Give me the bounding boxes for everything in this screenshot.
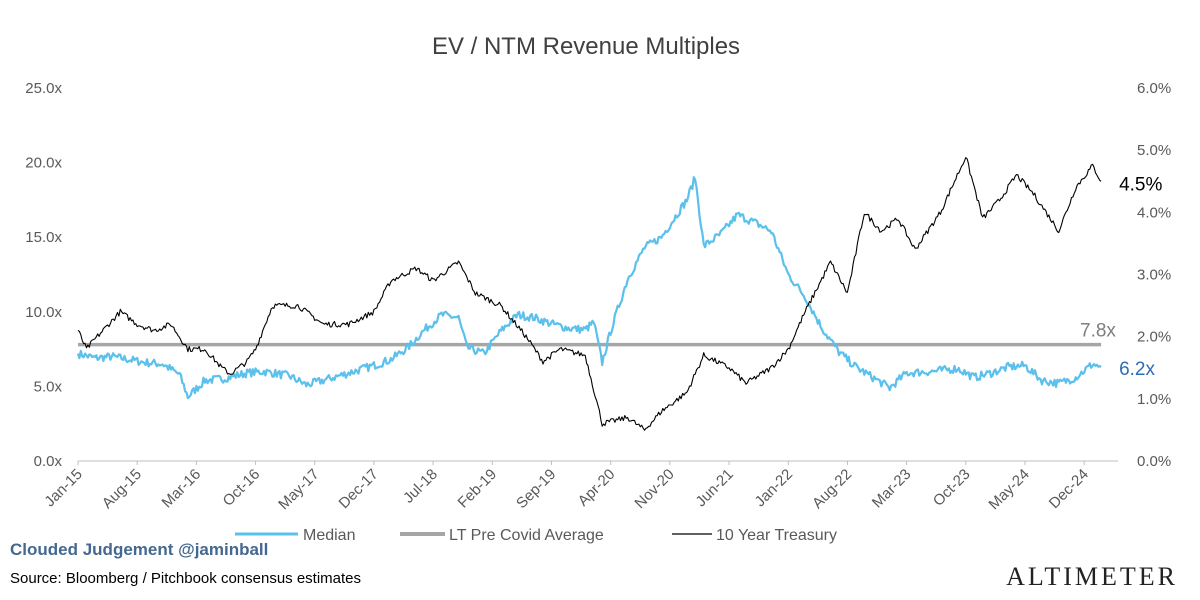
y-right-tick-label: 0.0% [1137, 453, 1171, 470]
chart-title: EV / NTM Revenue Multiples [432, 33, 740, 60]
x-tick-label: Mar-16 [159, 466, 205, 512]
x-tick-label: Jun-21 [692, 466, 736, 510]
x-tick-label: Feb-19 [455, 466, 501, 512]
median-line [76, 176, 1102, 400]
legend-label: Median [303, 527, 355, 544]
x-tick-label: Oct-16 [220, 466, 264, 510]
y-right-tick-label: 1.0% [1137, 391, 1171, 408]
series-layer: 6.2x7.8x 4.5% [76, 157, 1163, 431]
x-tick-label: Aug-15 [99, 466, 145, 512]
footer-brand: Clouded Judgement @jaminball [10, 540, 269, 559]
footer-source: Source: Bloomberg / Pitchbook consensus … [10, 570, 362, 587]
y-right-tick-label: 2.0% [1137, 329, 1171, 346]
y-left-tick-label: 15.0x [25, 229, 62, 246]
x-tick-label: Jul-18 [400, 466, 441, 507]
y-left-tick-label: 25.0x [25, 80, 62, 97]
altimeter-logo: ALTIMETER [1006, 562, 1178, 591]
median-end-label: 6.2x [1119, 359, 1155, 380]
y-left-tick-label: 20.0x [25, 155, 62, 172]
x-tick-label: Nov-20 [631, 466, 677, 512]
y-left-tick-label: 10.0x [25, 304, 62, 321]
x-tick-label: Apr-20 [575, 466, 619, 510]
x-tick-label: Jan-15 [41, 466, 85, 510]
x-tick-label: Jan-22 [752, 466, 796, 510]
axes: 25.0x 20.0x 15.0x 10.0x 5.0x 0.0x 6.0% 5.0% 4.0%… [25, 80, 1171, 513]
x-tick-label: Mar-23 [869, 466, 915, 512]
x-tick-label: Dec-17 [336, 466, 382, 512]
x-tick-label: Aug-22 [809, 466, 855, 512]
y-right-tick-label: 6.0% [1137, 80, 1171, 97]
legend-label: 10 Year Treasury [716, 527, 837, 544]
y-right-tick-label: 5.0% [1137, 142, 1171, 159]
legend-label: LT Pre Covid Average [449, 527, 604, 544]
y-left-tick-label: 5.0x [34, 378, 63, 395]
treasury-end-label: 4.5% [1119, 174, 1162, 195]
average-end-label: 7.8x [1080, 321, 1116, 342]
x-tick-label: Sep-19 [513, 466, 559, 512]
x-tick-label: Oct-23 [930, 466, 974, 510]
x-tick-label: May-17 [275, 466, 322, 513]
y-right-tick-label: 4.0% [1137, 204, 1171, 221]
y-left-tick-label: 0.0x [34, 453, 63, 470]
x-tick-label: Dec-24 [1046, 466, 1092, 512]
y-right-tick-label: 3.0% [1137, 267, 1171, 284]
legend: Median LT Pre Covid Average 10 Year Treasu… [235, 527, 837, 544]
x-tick-label: May-24 [985, 466, 1032, 513]
treasury-line [77, 157, 1102, 431]
